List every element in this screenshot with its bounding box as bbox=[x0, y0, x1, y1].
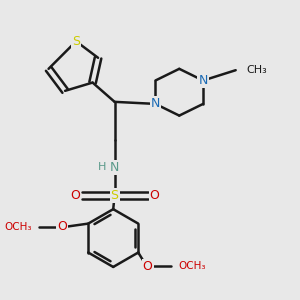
Text: N: N bbox=[198, 74, 208, 87]
Text: N: N bbox=[110, 161, 119, 174]
Text: OCH₃: OCH₃ bbox=[178, 261, 206, 271]
Text: OCH₃: OCH₃ bbox=[4, 221, 32, 232]
Text: O: O bbox=[70, 189, 80, 202]
Text: O: O bbox=[150, 189, 159, 202]
Text: O: O bbox=[143, 260, 153, 273]
Text: S: S bbox=[111, 189, 119, 202]
Text: O: O bbox=[57, 220, 67, 233]
Text: H: H bbox=[98, 161, 107, 172]
Text: N: N bbox=[151, 98, 160, 110]
Text: CH₃: CH₃ bbox=[247, 65, 267, 75]
Text: S: S bbox=[72, 35, 80, 48]
